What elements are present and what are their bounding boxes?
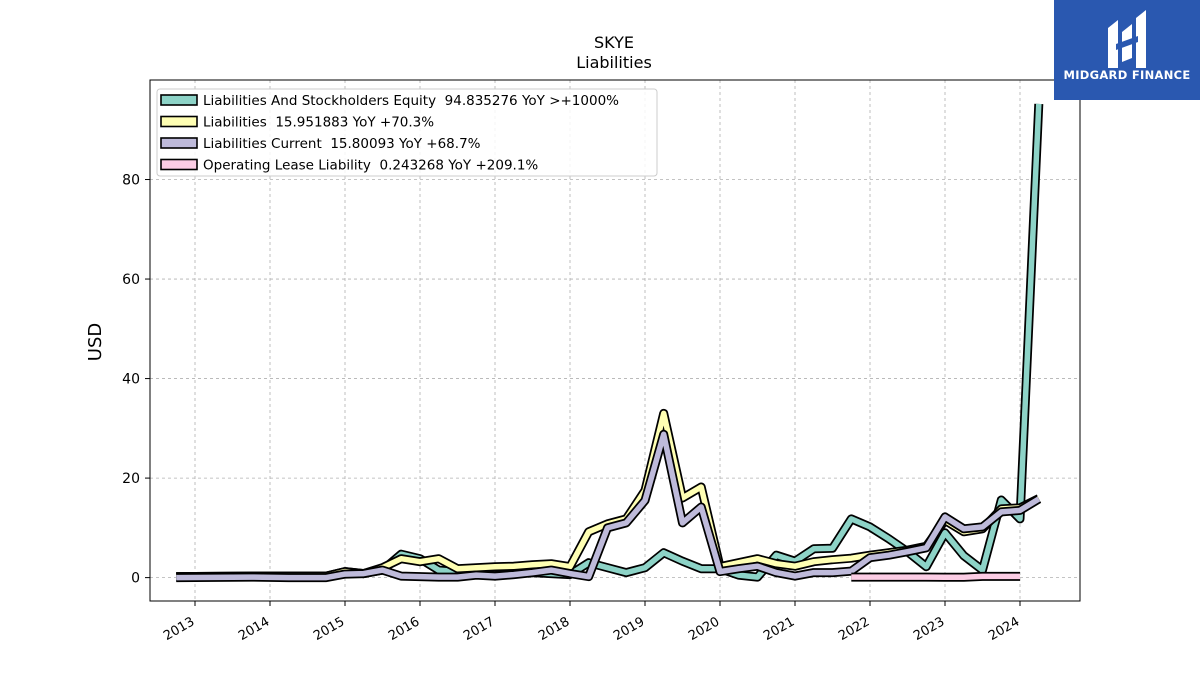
y-axis-label: USD: [85, 323, 106, 361]
plot-area: [149, 79, 1081, 602]
x-tick-label: 2021: [761, 614, 797, 644]
x-tick-label: 2022: [836, 614, 872, 644]
x-axis: 2013 2014 2015 2016 2017 2018 2019 2020 2021 2022…: [161, 601, 1022, 644]
x-tick-label: 2023: [911, 614, 947, 644]
logo-text: MIDGARD FINANCE: [1063, 68, 1191, 82]
y-tick-label: 0: [131, 571, 140, 587]
series-line: [851, 573, 1020, 580]
x-tick-label: 2016: [386, 614, 422, 644]
chart-title: SKYE: [594, 33, 634, 52]
x-tick-label: 2014: [236, 614, 272, 644]
legend-entry: Operating Lease Liability 0.243268 YoY +…: [203, 158, 538, 174]
legend-entry: Liabilities 15.951883 YoY +70.3%: [203, 115, 434, 131]
chart-subtitle: Liabilities: [576, 53, 652, 72]
y-tick-label: 60: [122, 272, 140, 288]
legend-swatch: [160, 94, 198, 106]
x-tick-label: 2018: [536, 614, 572, 644]
x-tick-label: 2019: [611, 614, 647, 644]
midgard-mark-icon: [1108, 10, 1146, 68]
y-axis: 0 20 40 60 80: [122, 173, 150, 587]
legend-swatch: [160, 158, 198, 171]
legend-entry: Liabilities Current 15.80093 YoY +68.7%: [203, 136, 481, 152]
x-tick-label: 2015: [311, 614, 347, 644]
series-layer: [176, 103, 1044, 583]
x-tick-label: 2017: [461, 614, 497, 644]
logo: MIDGARD FINANCE: [1054, 0, 1200, 100]
x-tick-label: 2013: [161, 614, 197, 644]
legend-box: [156, 88, 658, 177]
legend-swatch: [160, 137, 198, 149]
series-line: [176, 431, 1041, 581]
legend: Liabilities And Stockholders Equity 94.8…: [156, 88, 658, 177]
x-tick-label: 2024: [986, 614, 1022, 644]
y-tick-label: 40: [122, 372, 140, 388]
y-tick-label: 20: [122, 471, 140, 487]
y-tick-label: 80: [122, 173, 140, 189]
legend-entry: Liabilities And Stockholders Equity 94.8…: [203, 93, 619, 109]
x-tick-label: 2020: [686, 614, 722, 644]
legend-swatch: [160, 115, 198, 128]
grid: [150, 80, 1080, 601]
